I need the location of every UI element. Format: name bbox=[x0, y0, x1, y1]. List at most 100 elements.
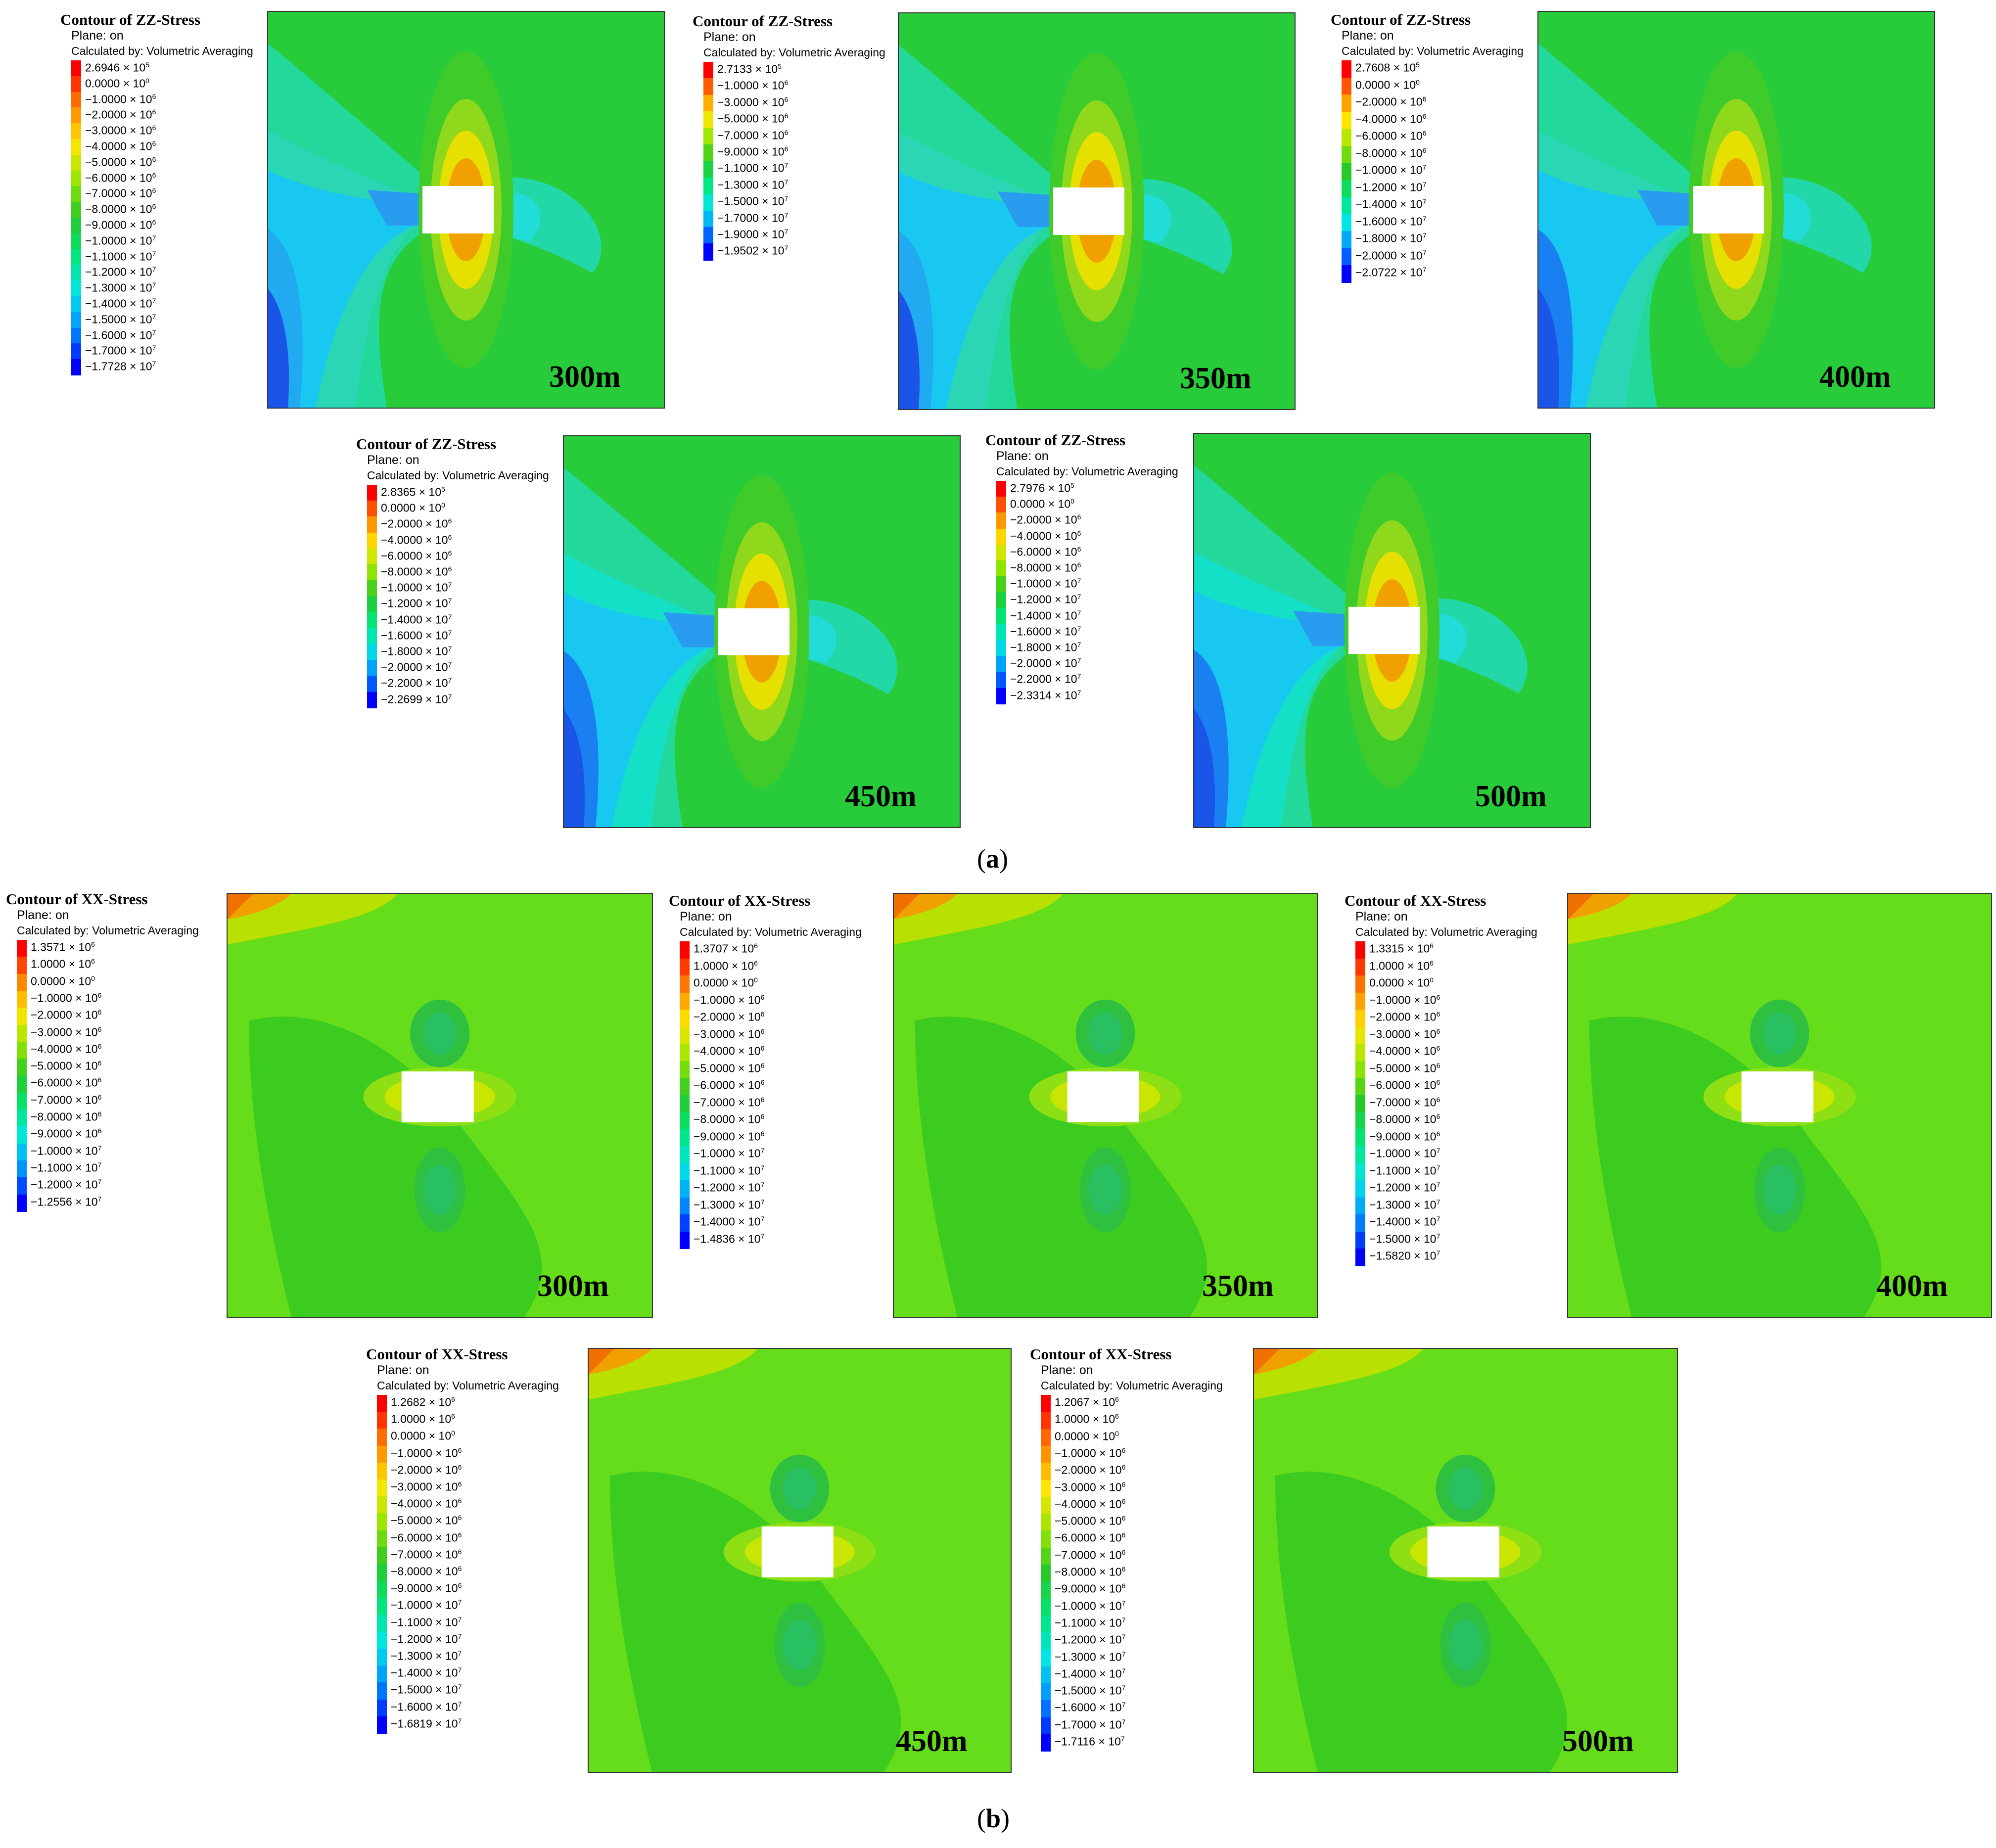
zz-legend-calc-2: Calculated by: Volumetric Averaging bbox=[1342, 45, 1524, 57]
zz-legend-plane-1: Plane: on bbox=[703, 30, 756, 44]
xx-legend-value: −1.0000 × 107 bbox=[694, 1147, 765, 1160]
zz-legend-swatch bbox=[71, 154, 81, 171]
zz-legend-swatch bbox=[71, 170, 81, 187]
xx-contour-map bbox=[589, 1349, 1011, 1772]
xx-legend-swatch bbox=[17, 1177, 27, 1195]
xx-legend-swatch bbox=[377, 1445, 387, 1463]
xx-legend-calc-2: Calculated by: Volumetric Averaging bbox=[1355, 925, 1537, 938]
zz-legend-value: −2.2000 × 107 bbox=[1010, 672, 1081, 686]
xx-legend-swatch bbox=[680, 1197, 690, 1215]
xx-legend-value: −4.0000 × 106 bbox=[391, 1497, 462, 1510]
stress-zone bbox=[1637, 190, 1697, 226]
xx-legend-value: 1.3315 × 106 bbox=[1369, 942, 1434, 955]
zz-legend-swatch bbox=[71, 107, 81, 124]
zz-legend-swatch bbox=[71, 92, 81, 108]
zz-legend-swatch bbox=[996, 624, 1006, 641]
xx-legend-value: −1.1000 × 107 bbox=[391, 1615, 462, 1629]
xx-legend-swatch bbox=[1355, 1010, 1365, 1027]
stress-zone bbox=[609, 1472, 901, 1772]
xx-legend-value: −1.0000 × 106 bbox=[391, 1446, 462, 1460]
zz-legend-swatch bbox=[71, 60, 81, 77]
zz-legend-swatch bbox=[367, 676, 377, 693]
zz-legend-swatch bbox=[71, 233, 81, 250]
zz-depth-label: 450m bbox=[845, 780, 917, 813]
xx-legend-value: −4.0000 × 106 bbox=[1055, 1497, 1126, 1511]
zz-contour-map bbox=[268, 12, 664, 408]
zz-legend-value: −1.0000 × 107 bbox=[381, 581, 452, 594]
zz-legend-value: −2.0000 × 106 bbox=[1355, 95, 1427, 108]
zz-legend-value: −8.0000 × 106 bbox=[381, 565, 452, 578]
xx-legend-swatch bbox=[1041, 1666, 1051, 1684]
xx-legend-value: −2.0000 × 106 bbox=[694, 1010, 765, 1023]
xx-legend-swatch bbox=[1041, 1632, 1051, 1650]
xx-legend-value: −1.0000 × 107 bbox=[1055, 1599, 1126, 1613]
zz-contour-map bbox=[899, 13, 1295, 409]
xx-legend-swatch bbox=[1355, 1146, 1365, 1164]
stress-lobe bbox=[1763, 1012, 1797, 1055]
xx-legend-swatch bbox=[1355, 975, 1365, 993]
roadway-opening bbox=[1741, 1071, 1813, 1122]
xx-legend-swatch bbox=[17, 1075, 27, 1093]
zz-legend-value: −1.7000 × 107 bbox=[85, 344, 156, 358]
zz-legend-value: −4.0000 × 106 bbox=[1010, 529, 1081, 543]
xx-legend-swatch bbox=[680, 941, 690, 959]
xx-legend-swatch bbox=[680, 1163, 690, 1181]
zz-legend-swatch bbox=[703, 128, 713, 145]
xx-legend-value: −1.5000 × 107 bbox=[391, 1683, 462, 1697]
roadway-opening bbox=[401, 1071, 474, 1122]
xx-legend-value: 1.0000 × 106 bbox=[391, 1412, 455, 1426]
xx-legend-value: −8.0000 × 106 bbox=[31, 1110, 102, 1123]
zz-legend-value: 2.7133 × 105 bbox=[717, 62, 782, 76]
xx-legend-value: −2.0000 × 106 bbox=[1369, 1010, 1440, 1023]
xx-legend-value: −1.7116 × 107 bbox=[1055, 1735, 1125, 1748]
stress-zone bbox=[367, 190, 426, 226]
xx-legend-value: −4.0000 × 106 bbox=[31, 1042, 102, 1056]
zz-legend-value: −1.2000 × 107 bbox=[381, 597, 452, 610]
zz-legend-swatch bbox=[71, 76, 81, 92]
xx-legend-swatch bbox=[377, 1395, 387, 1413]
zz-legend-value: −2.0722 × 107 bbox=[1355, 266, 1427, 279]
zz-legend-value: −1.3000 × 107 bbox=[717, 178, 789, 191]
zz-legend-value: −1.3000 × 107 bbox=[85, 281, 156, 294]
zz-legend-calc-4: Calculated by: Volumetric Averaging bbox=[996, 465, 1178, 478]
xx-legend-swatch bbox=[377, 1479, 387, 1497]
stress-zone bbox=[248, 1016, 542, 1317]
zz-legend-value: −2.0000 × 107 bbox=[1010, 656, 1081, 670]
xx-legend-value: −1.5000 × 107 bbox=[1055, 1684, 1126, 1697]
stress-lobe bbox=[1763, 1164, 1797, 1215]
zz-legend-swatch bbox=[996, 688, 1006, 704]
xx-legend-swatch bbox=[1041, 1479, 1051, 1497]
stress-zone bbox=[1194, 709, 1215, 827]
xx-depth-label: 400m bbox=[1876, 1269, 1948, 1303]
stress-zone bbox=[663, 612, 722, 647]
xx-legend-value: 1.0000 × 106 bbox=[694, 959, 758, 972]
xx-legend-swatch bbox=[680, 1146, 690, 1164]
zz-legend-swatch bbox=[703, 94, 713, 112]
zz-legend-value: 0.0000 × 100 bbox=[1010, 497, 1074, 510]
roadway-opening bbox=[718, 608, 789, 655]
zz-legend-value: −5.0000 × 106 bbox=[85, 155, 156, 169]
zz-legend-value: −7.0000 × 106 bbox=[85, 186, 156, 200]
xx-legend-title-3: Contour of XX-Stress bbox=[366, 1345, 508, 1363]
xx-legend-swatch bbox=[377, 1513, 387, 1531]
xx-legend-swatch bbox=[17, 1024, 27, 1042]
xx-legend-value: −3.0000 × 106 bbox=[1055, 1480, 1126, 1494]
zz-depth-label: 350m bbox=[1180, 362, 1252, 395]
zz-legend-swatch bbox=[1342, 265, 1351, 283]
xx-legend-swatch bbox=[377, 1682, 387, 1700]
zz-legend-value: −2.0000 × 106 bbox=[1010, 513, 1081, 527]
zz-legend-value: −2.2699 × 107 bbox=[381, 692, 452, 706]
zz-legend-swatch bbox=[703, 227, 713, 244]
xx-legend-value: −1.3000 × 107 bbox=[1369, 1198, 1440, 1211]
zz-contour-plot bbox=[1193, 433, 1591, 828]
xx-legend-swatch bbox=[1041, 1395, 1051, 1413]
xx-legend-swatch bbox=[1355, 1095, 1365, 1112]
zz-legend-swatch bbox=[996, 497, 1006, 513]
xx-legend-swatch bbox=[1355, 941, 1365, 959]
zz-legend-value: −8.0000 × 106 bbox=[1010, 561, 1081, 574]
zz-legend-swatch bbox=[367, 612, 377, 629]
zz-legend-swatch bbox=[1342, 163, 1351, 181]
zz-legend-value: −1.1000 × 107 bbox=[717, 161, 789, 175]
zz-legend-value: −1.6000 × 107 bbox=[85, 328, 156, 342]
zz-legend-title-4: Contour of ZZ-Stress bbox=[985, 431, 1126, 449]
